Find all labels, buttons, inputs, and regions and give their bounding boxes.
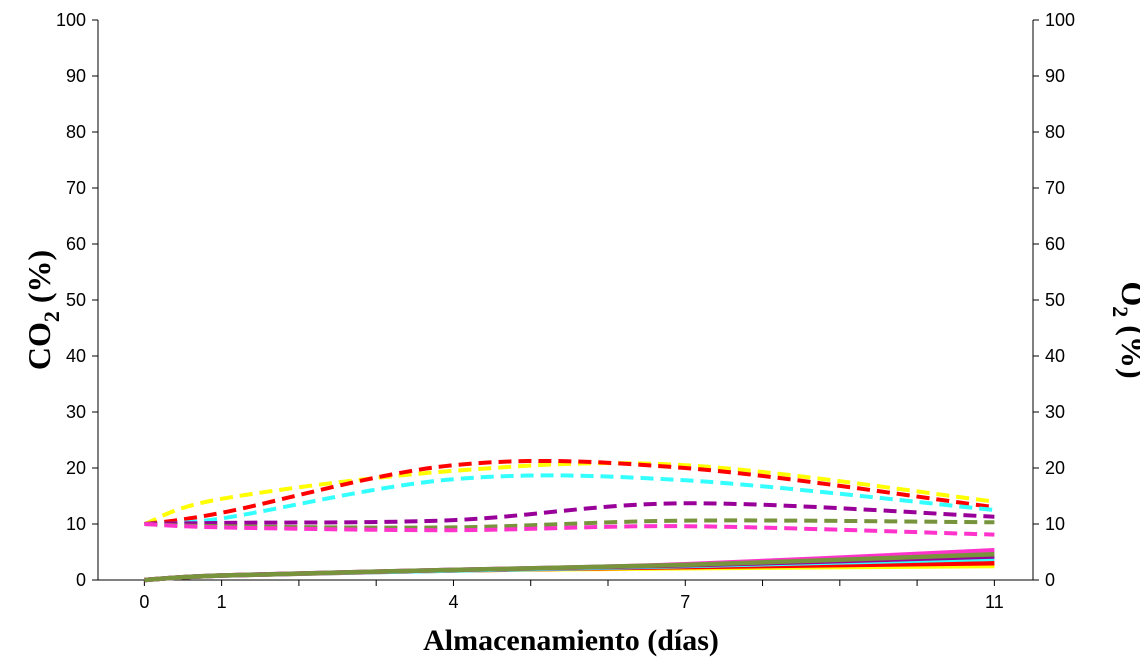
y2-tick-label: 80 <box>1045 122 1065 142</box>
y-tick-label: 0 <box>76 570 86 590</box>
series-layer <box>144 461 994 580</box>
x-tick-label: 11 <box>985 592 1004 612</box>
y2-axis-title-main: O <box>1115 281 1140 306</box>
y-tick-label: 60 <box>66 234 86 254</box>
y2-axis-title: O2 (%) <box>1108 281 1140 378</box>
y-axis-title-unit: (%) <box>21 250 57 311</box>
y2-tick-label: 20 <box>1045 458 1065 478</box>
x-tick-label: 0 <box>139 592 149 612</box>
x-tick-label: 4 <box>448 592 458 612</box>
y2-tick-label: 60 <box>1045 234 1065 254</box>
y-tick-label: 10 <box>66 514 86 534</box>
y2-axis-title-sub: 2 <box>1108 306 1133 317</box>
y2-tick-label: 50 <box>1045 290 1065 310</box>
y2-tick-label: 0 <box>1045 570 1055 590</box>
y2-tick-label: 10 <box>1045 514 1065 534</box>
y-tick-label: 50 <box>66 290 86 310</box>
axes-layer <box>92 20 1039 586</box>
y-axis-title-main: CO <box>21 322 57 370</box>
y-tick-label: 80 <box>66 122 86 142</box>
y2-tick-label: 100 <box>1045 10 1075 30</box>
y2-tick-label: 90 <box>1045 66 1065 86</box>
y2-tick-label: 70 <box>1045 178 1065 198</box>
y-tick-label: 90 <box>66 66 86 86</box>
y-tick-label: 30 <box>66 402 86 422</box>
y-tick-label: 70 <box>66 178 86 198</box>
y-axis-title-sub: 2 <box>39 311 64 322</box>
y-tick-label: 20 <box>66 458 86 478</box>
y-axis-title: CO2 (%) <box>21 250 64 370</box>
y-tick-label: 40 <box>66 346 86 366</box>
x-axis-title: Almacenamiento (días) <box>423 624 719 657</box>
x-tick-label: 1 <box>217 592 227 612</box>
y2-axis-title-unit: (%) <box>1115 317 1140 378</box>
o2-series-line-0 <box>144 463 994 524</box>
x-tick-label: 7 <box>680 592 690 612</box>
y2-tick-label: 30 <box>1045 402 1065 422</box>
y2-tick-label: 40 <box>1045 346 1065 366</box>
y-tick-label: 100 <box>56 10 86 30</box>
